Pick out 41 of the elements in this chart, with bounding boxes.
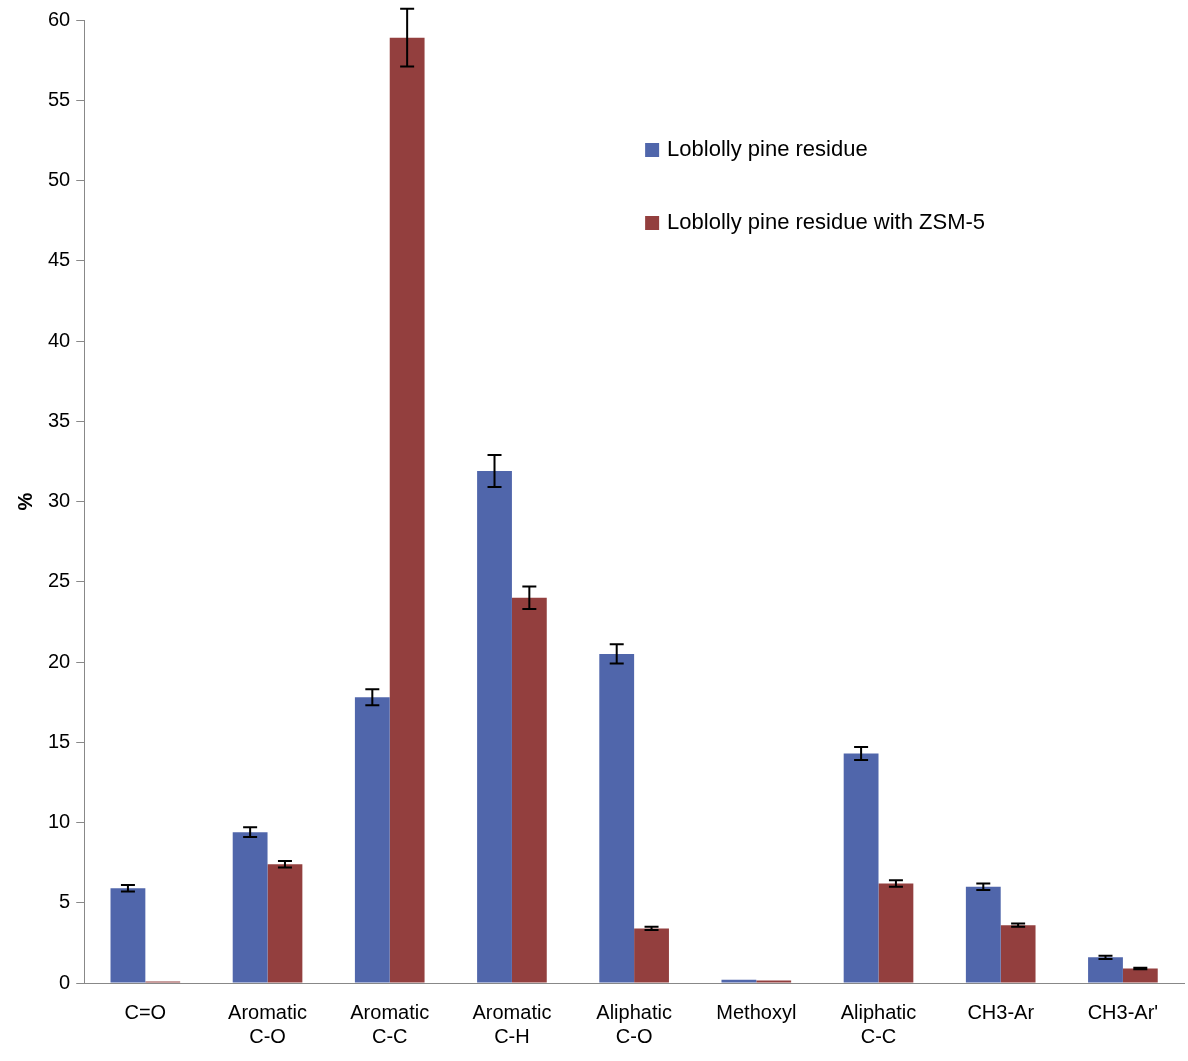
legend-label: Loblolly pine residue <box>667 136 868 162</box>
bar <box>389 37 425 983</box>
y-tick-label: 60 <box>48 7 71 30</box>
y-tick-label: 0 <box>59 970 71 993</box>
x-tick-label: Aromatic C-O <box>228 1000 307 1047</box>
y-tick-label: 15 <box>48 729 71 752</box>
bar <box>721 979 757 983</box>
x-tick-label: CH3-Ar <box>967 1000 1035 1023</box>
bar <box>1000 925 1036 983</box>
y-tick-label: 35 <box>48 408 71 431</box>
x-tick-label: Aliphatic C-O <box>596 1000 672 1047</box>
bar <box>110 888 146 983</box>
legend-label: Loblolly pine residue with ZSM-5 <box>667 209 986 235</box>
y-tick-label: 25 <box>48 569 71 592</box>
x-tick-label: Aromatic C-C <box>350 1000 430 1047</box>
bar <box>1088 957 1123 983</box>
y-tick-label: 55 <box>48 87 71 110</box>
bar <box>511 597 547 983</box>
bar <box>267 864 303 983</box>
y-tick-label: 5 <box>59 890 71 913</box>
y-tick-label: 50 <box>48 168 71 191</box>
bar <box>878 883 914 983</box>
x-tick-label: C=O <box>124 1000 167 1023</box>
y-tick-label: 20 <box>48 649 71 672</box>
bar <box>477 471 512 983</box>
x-tick-label: CH3-Ar' <box>1087 1000 1159 1023</box>
bar <box>843 753 879 983</box>
x-tick-label: Methoxyl <box>716 1000 797 1023</box>
y-tick-label: 45 <box>48 248 71 271</box>
bar <box>232 832 268 983</box>
bar <box>599 653 635 983</box>
y-tick-label: 10 <box>48 810 71 833</box>
x-tick-label: Aliphatic C-C <box>840 1000 917 1047</box>
y-axis-title: % <box>13 492 36 511</box>
x-tick-label: Aromatic C-H <box>472 1000 552 1047</box>
y-tick-label: 40 <box>48 328 71 351</box>
bar <box>634 928 669 983</box>
bar <box>354 697 390 983</box>
bar <box>1122 968 1158 983</box>
bar <box>965 886 1001 983</box>
y-tick-label: 30 <box>48 489 71 512</box>
